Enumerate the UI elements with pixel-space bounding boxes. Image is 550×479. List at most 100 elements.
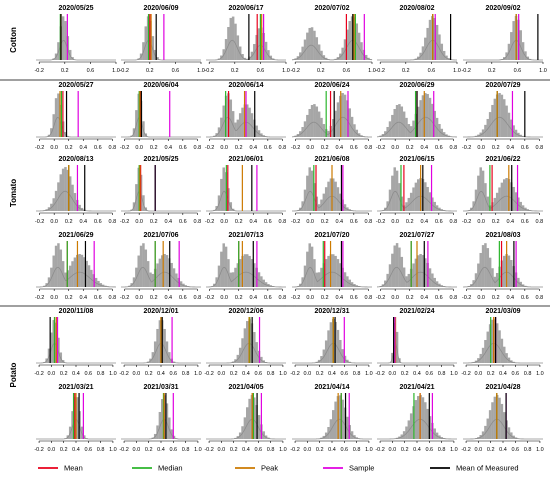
histogram-bar [521,42,525,60]
legend-item-peak: Peak [235,464,278,473]
histogram-bar [146,261,150,287]
x-tick-label: 1.0 [112,68,120,74]
histogram-bar [491,402,494,439]
x-tick-label: 0.2 [317,68,325,74]
histogram-bar [414,258,418,287]
panel-title: 2020/06/09 [143,5,178,12]
histogram-bar [500,94,504,137]
x-tick-label: 0.4 [164,219,172,225]
histogram-bar [151,36,155,60]
histogram-bar [71,184,74,211]
density-curve [36,190,116,212]
x-tick-label: 0.8 [353,371,361,377]
histogram-bar [57,243,60,287]
histogram-bar [484,183,487,211]
x-tick-label: 0.6 [94,145,102,151]
x-tick-label: 0.0 [135,295,143,301]
x-tick-label: 0.2 [60,447,68,453]
x-tick-label: 1.0 [453,68,461,74]
x-tick-label: 0.4 [499,371,507,377]
x-tick-label: 0.6 [350,295,358,301]
histogram-bar [334,401,337,439]
histogram-bar [163,254,166,287]
panel-title: 2021/04/05 [228,384,263,391]
histogram-bar [248,107,251,137]
panel-title: 2020/06/24 [314,82,349,89]
panel-title: 2021/06/29 [58,232,93,239]
histogram-bar [158,411,162,439]
histogram-bar [424,37,427,60]
x-tick-label: 0.8 [267,371,275,377]
panel-title: 2020/05/27 [58,82,93,89]
histogram-bar [512,186,515,211]
panel-title: 2021/04/14 [314,384,349,391]
histogram-bar [163,328,166,363]
histogram-bar [236,35,240,60]
x-tick-label: 0.2 [402,68,410,74]
density-curve [292,266,372,288]
x-tick-label: 0.8 [353,447,361,453]
histogram-bar [303,121,307,137]
histogram-bar [234,267,237,287]
panel-title: 2020/06/14 [228,82,263,89]
histogram-bar [50,332,53,363]
x-tick-label: 0.2 [487,371,495,377]
x-tick-label: 0.6 [521,219,529,225]
x-tick-label: 0.2 [492,295,500,301]
histogram-bar [255,125,258,137]
panel-2021-07-27: 2021/07/27 -0.2 0.0 0.2 0.4 0.6 0.8 [376,232,457,301]
histogram-bar [398,104,401,137]
x-tick-label: -0.2 [204,371,213,377]
histogram-bar [317,272,321,287]
x-tick-label: -0.2 [205,219,214,225]
panel-2021-04-05: 2021/04/05 -0.2 0.0 0.2 0.4 0.6 0.8 1.0 [204,384,286,453]
histogram-bar [57,337,60,363]
panel-2021-06-01: 2021/06/01 -0.2 0.0 0.2 0.4 0.6 0.8 [205,156,286,225]
x-tick-label: 0.6 [264,219,272,225]
histogram-bar [315,37,319,60]
histogram-bar [433,201,436,211]
x-tick-label: 0.6 [172,68,180,74]
histogram-bar [353,124,356,137]
x-tick-label: 0.4 [249,295,257,301]
histogram-bar [435,117,439,137]
x-tick-label: 0.0 [220,219,228,225]
histogram-bar [417,179,420,211]
density-curve [377,342,457,364]
histogram-bar [484,340,487,363]
x-tick-label: 0.6 [350,219,358,225]
density-curve [463,39,543,61]
histogram-bar [144,249,148,287]
histogram-bar [507,427,511,439]
x-tick-label: 0.0 [133,371,141,377]
x-tick-label: 0.0 [475,371,483,377]
histogram-bar [388,121,392,137]
histogram-bar [503,99,506,137]
panel-2021-06-15: 2021/06/15 -0.2 0.0 0.2 0.4 0.6 0.8 [376,156,457,225]
panel-2020-06-24: 2020/06/24 -0.2 0.0 0.2 0.4 0.6 0.8 [291,82,372,151]
histogram-bar [421,95,425,137]
legend: Mean Median Peak Sample Mean of Measured [38,464,519,473]
histogram-bar [391,175,394,211]
histogram-bar [412,263,415,287]
x-tick-label: 0.2 [150,295,158,301]
x-tick-label: 1.0 [368,68,376,74]
panel-title: 2021/07/27 [399,232,434,239]
histogram-bar [59,249,63,287]
x-tick-label: 0.8 [450,295,458,301]
histogram-bar [493,98,497,137]
x-tick-label: -0.2 [461,447,470,453]
histogram-bar [336,187,340,211]
histogram-bar [315,106,319,137]
x-tick-label: 0.4 [249,145,257,151]
histogram-bar [310,170,314,211]
x-tick-label: 0.0 [475,447,483,453]
x-tick-label: 0.2 [321,145,329,151]
histogram-bar [76,397,79,439]
x-tick-label: 0.2 [401,447,409,453]
x-tick-label: 1.0 [282,68,290,74]
histogram-bar [484,243,487,287]
x-tick-label: 0.6 [87,68,95,74]
panel-2020-07-29: 2020/07/29 -0.2 0.0 0.2 0.4 0.6 0.8 [462,82,543,151]
histogram-bar [424,402,427,439]
